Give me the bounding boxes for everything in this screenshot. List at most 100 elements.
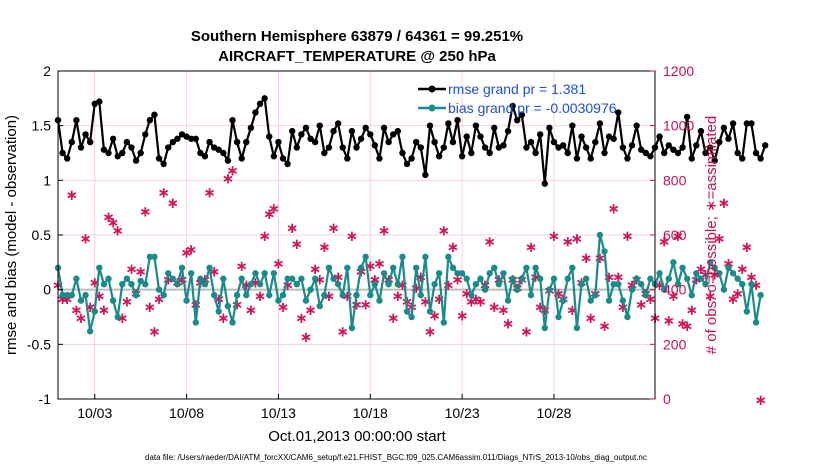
bias-point: [114, 313, 121, 321]
bias-point: [417, 291, 424, 299]
bias-point: [670, 259, 677, 266]
bias-point: [275, 297, 282, 304]
bias-point: [334, 281, 342, 288]
bias-point: [435, 270, 443, 277]
obs-point: ∗: [327, 220, 340, 237]
rmse-point: [344, 155, 351, 162]
obs-point: ∗: [139, 203, 152, 220]
rmse-point: [174, 135, 181, 142]
rmse-point: [449, 138, 457, 146]
obs-point: ∗: [741, 239, 754, 256]
rmse-point: [353, 144, 360, 151]
obs-point: ∗: [502, 315, 515, 332]
bias-point: [73, 275, 80, 282]
bias-point: [619, 297, 627, 304]
rmse-point: [481, 144, 489, 151]
rmse-point: [367, 131, 374, 138]
bias-point: [344, 264, 351, 271]
bias-point: [330, 275, 337, 282]
bias-point: [399, 253, 406, 261]
rmse-point: [454, 117, 461, 124]
obs-point: ∗: [373, 255, 386, 272]
y-right-tick-label: 800: [663, 172, 687, 188]
bias-point: [165, 270, 172, 277]
rmse-point: [252, 109, 259, 116]
rmse-point: [325, 144, 333, 151]
obs-point: ∗: [483, 233, 496, 250]
bias-point: [564, 275, 571, 282]
bias-point: [348, 324, 356, 332]
obs-point: ∗: [226, 162, 239, 179]
bias-point: [697, 275, 705, 282]
bias-point: [408, 313, 415, 321]
bias-point: [201, 281, 209, 288]
bias-point: [77, 297, 85, 304]
bias-point: [137, 277, 144, 285]
bias-point: [376, 297, 383, 304]
obs-point: ∗: [662, 313, 675, 330]
rmse-point: [417, 144, 424, 151]
bias-point: [546, 286, 553, 293]
obs-point: ∗: [134, 264, 147, 281]
obs-point: ∗: [621, 228, 634, 245]
y-right-axis-label: # of obs: o=possible; ∗=assimilated: [703, 116, 720, 355]
rmse-point: [472, 122, 480, 129]
rmse-point: [445, 120, 452, 127]
chart-title-line1: Southern Hemisphere 63879 / 64361 = 99.2…: [191, 28, 523, 45]
rmse-point: [224, 157, 232, 164]
bias-point: [527, 291, 535, 299]
obs-point: ∗: [676, 315, 689, 332]
rmse-point: [142, 131, 149, 138]
rmse-point: [725, 135, 732, 142]
bias-point: [720, 286, 728, 293]
y-left-tick-label: 1.5: [32, 118, 52, 134]
obs-point: ∗: [254, 288, 267, 305]
obs-point: ∗: [359, 296, 372, 313]
x-tick-label: 10/03: [77, 405, 112, 421]
obs-point: ∗: [148, 324, 161, 341]
bias-point: [573, 324, 581, 332]
bias-point: [532, 264, 539, 271]
rmse-point: [729, 120, 737, 127]
rmse-point: [541, 180, 548, 187]
bias-point: [665, 275, 672, 282]
rmse-point: [550, 138, 558, 146]
rmse-point: [165, 144, 172, 151]
bias-point: [702, 281, 709, 288]
rmse-point: [615, 109, 622, 116]
rmse-point: [394, 127, 402, 135]
bias-point: [491, 264, 498, 271]
bias-point: [132, 291, 140, 299]
bias-point: [472, 281, 480, 288]
obs-point: ∗: [65, 187, 78, 204]
series-rmse: [54, 95, 769, 187]
rmse-point: [128, 144, 135, 151]
rmse-point: [293, 144, 300, 151]
obs-point: ∗: [474, 294, 487, 311]
x-tick-label: 10/08: [169, 405, 204, 421]
bias-point: [601, 248, 608, 255]
bias-point: [247, 281, 255, 288]
bias-point: [633, 275, 640, 282]
obs-point: ∗: [561, 233, 574, 250]
bias-point: [449, 264, 457, 271]
obs-point: ∗: [465, 294, 478, 311]
bias-point: [96, 264, 103, 271]
bias-point: [325, 264, 333, 271]
rmse-point: [431, 138, 438, 146]
rmse-point: [702, 149, 709, 157]
bias-point: [380, 270, 388, 277]
rmse-point: [693, 142, 700, 149]
legend-rmse-label: rmse grand pr = 1.381: [448, 81, 586, 97]
bias-point: [339, 291, 346, 299]
rmse-point: [243, 138, 250, 146]
rmse-point: [399, 149, 406, 157]
bias-point: [151, 253, 158, 261]
obs-point: ∗: [268, 201, 281, 218]
bias-point: [215, 308, 222, 315]
bias-point: [316, 302, 323, 310]
rmse-point: [220, 149, 227, 157]
rmse-point: [670, 146, 677, 153]
bias-point: [390, 264, 397, 271]
